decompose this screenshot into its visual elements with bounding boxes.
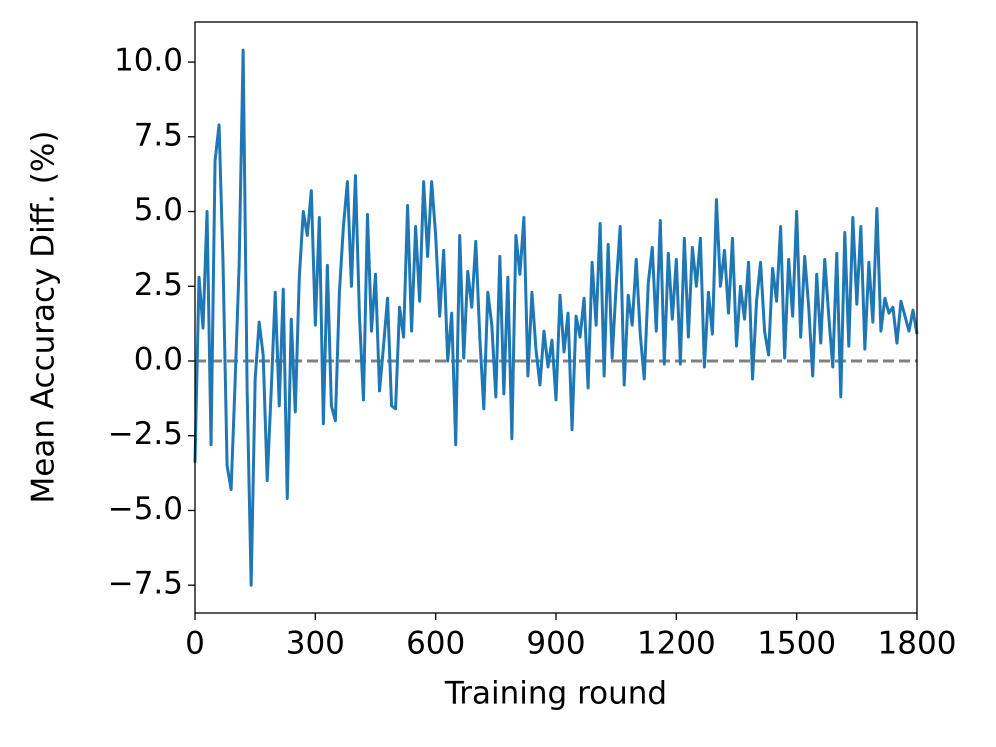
x-tick-label: 1500 <box>757 626 836 662</box>
plot-frame <box>194 21 918 614</box>
y-tick-label: −5.0 <box>108 491 183 527</box>
y-tick-label: 10.0 <box>114 43 183 79</box>
x-tick-label: 900 <box>526 626 585 662</box>
y-axis-label: Mean Accuracy Diff. (%) <box>26 131 62 504</box>
x-tick-label: 0 <box>185 626 205 662</box>
y-tick-label: −7.5 <box>108 566 183 602</box>
x-axis-label: Training round <box>444 676 667 712</box>
x-tick-label: 1800 <box>878 626 957 662</box>
y-tick-label: 0.0 <box>134 341 183 377</box>
x-tick-label: 300 <box>286 626 345 662</box>
data-line <box>193 48 919 587</box>
y-tick-label: 5.0 <box>134 192 183 228</box>
x-tick-label: 600 <box>406 626 465 662</box>
y-tick-label: 2.5 <box>134 267 183 303</box>
x-tick-label: 1200 <box>637 626 716 662</box>
y-tick-label: 7.5 <box>134 117 183 153</box>
y-tick-label: −2.5 <box>108 416 183 452</box>
